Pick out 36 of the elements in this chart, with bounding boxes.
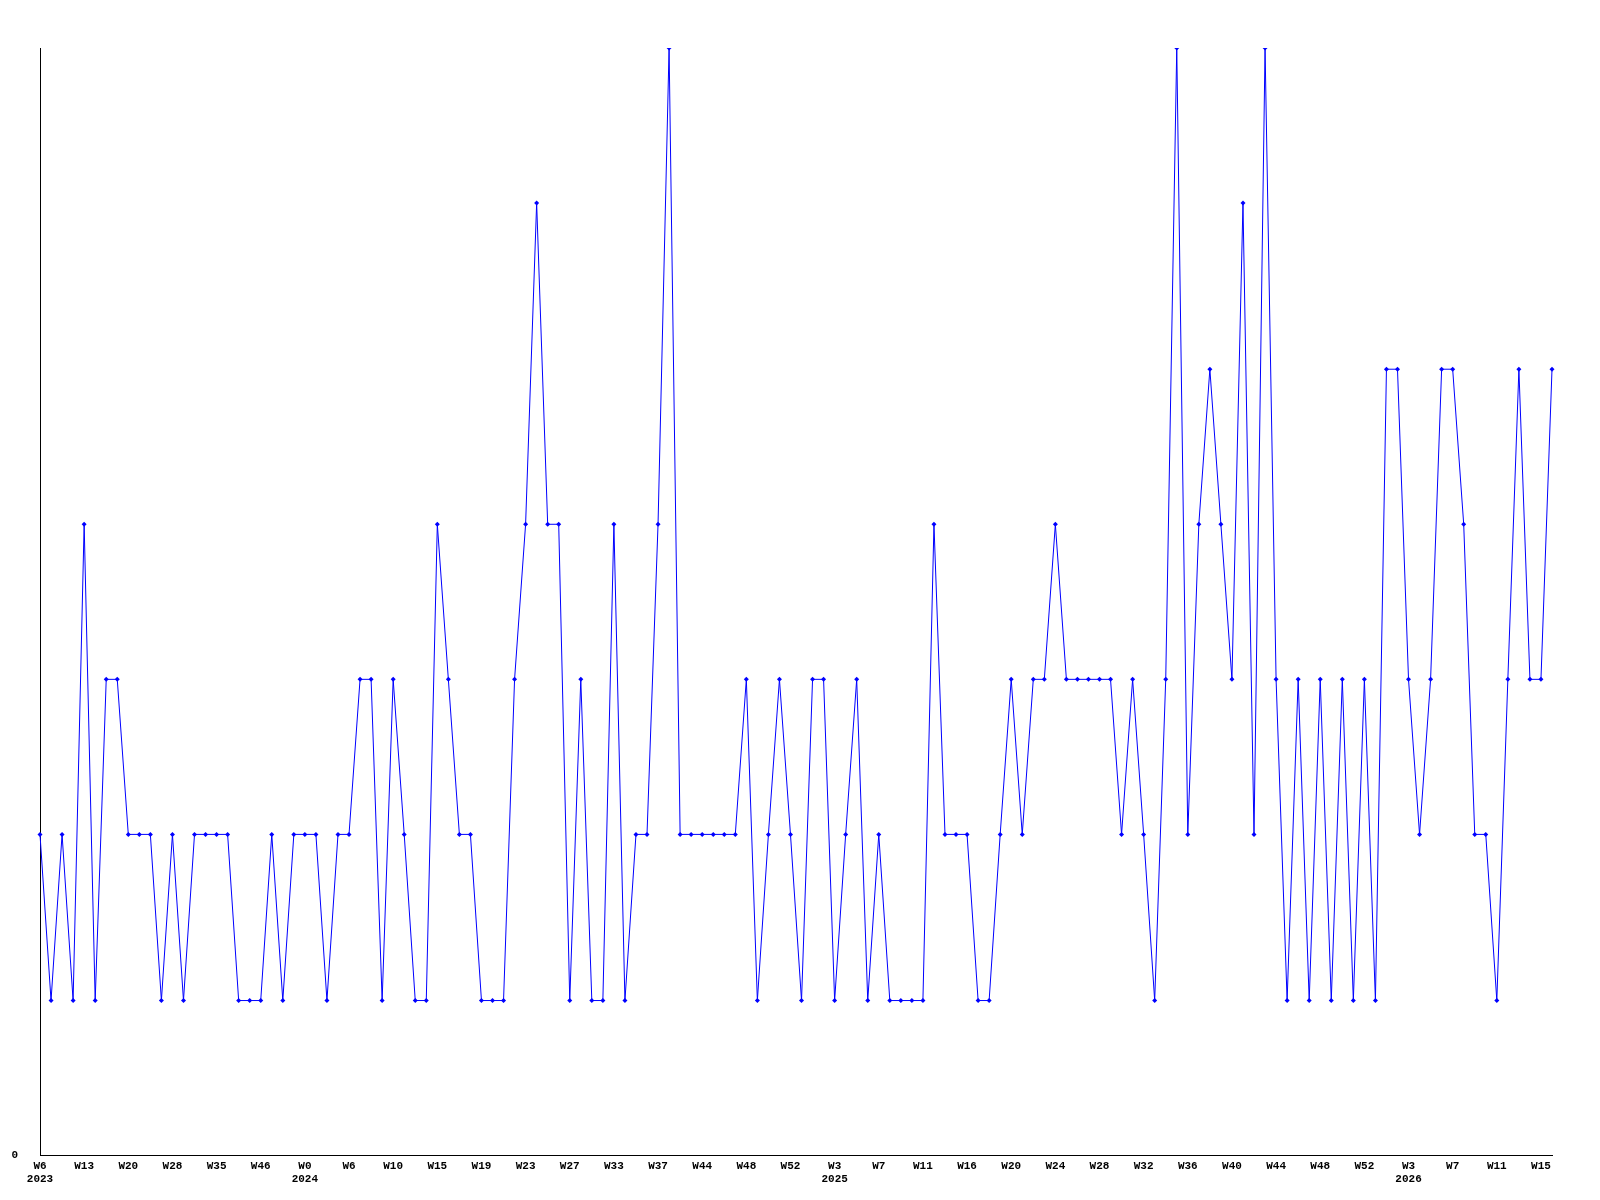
x-tick-label: W10 <box>383 1159 404 1172</box>
x-tick-label: W44 <box>692 1159 713 1172</box>
x-tick-label: W23 <box>515 1159 536 1172</box>
x-tick-label: W11 <box>913 1159 934 1172</box>
x-tick-label: W0 2024 <box>291 1159 319 1186</box>
x-tick-label: W15 <box>1531 1159 1552 1172</box>
x-tick-label: W52 <box>780 1159 801 1172</box>
x-tick-label: W44 <box>1266 1159 1287 1172</box>
x-tick-label: W32 <box>1133 1159 1154 1172</box>
x-tick-label: W6 <box>342 1159 356 1172</box>
text: 0 <box>11 1149 18 1162</box>
x-tick-label: W48 <box>736 1159 757 1172</box>
x-tick-label: W28 <box>1089 1159 1110 1172</box>
x-tick-label: W7 <box>872 1159 886 1172</box>
x-tick-label: W35 <box>206 1159 227 1172</box>
x-tick-label: W52 <box>1354 1159 1375 1172</box>
x-tick-label: W40 <box>1222 1159 1242 1172</box>
x-tick-label: W3 2025 <box>821 1159 849 1186</box>
x-tick-label: W37 <box>648 1159 668 1172</box>
x-tick-label: W7 <box>1446 1159 1460 1172</box>
x-tick-label: W20 <box>118 1159 139 1172</box>
x-tick-label: W24 <box>1045 1159 1066 1172</box>
x-tick-label: W15 <box>427 1159 448 1172</box>
x-tick-label: W13 <box>74 1159 95 1172</box>
x-tick-label: W36 <box>1177 1159 1198 1172</box>
x-tick-label: W19 <box>471 1159 492 1172</box>
x-tick-label: W48 <box>1310 1159 1331 1172</box>
x-tick-label: W20 <box>1001 1159 1022 1172</box>
x-tick-label: W11 <box>1486 1159 1508 1172</box>
x-tick-label: W6 2023 <box>26 1159 54 1186</box>
x-tick-label: W16 <box>957 1159 977 1172</box>
x-tick-label: W27 <box>559 1159 580 1172</box>
x-tick-label: W33 <box>603 1159 625 1172</box>
x-tick-label: W28 <box>162 1159 183 1172</box>
x-tick-label: W46 <box>250 1159 271 1172</box>
x-tick-label: W3 2026 <box>1395 1159 1422 1186</box>
